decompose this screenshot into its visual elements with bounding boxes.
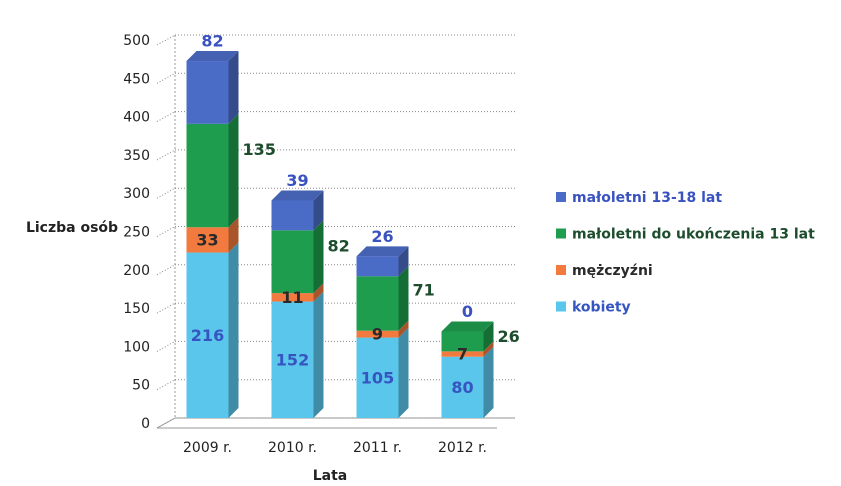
bar-side bbox=[228, 242, 239, 418]
bar-side bbox=[313, 190, 324, 231]
bar-side bbox=[483, 321, 494, 352]
bar-segment bbox=[271, 230, 314, 294]
data-label: 9 bbox=[372, 325, 383, 344]
data-label: 7 bbox=[457, 345, 468, 364]
data-label: 39 bbox=[286, 171, 308, 190]
bar-side bbox=[313, 283, 324, 302]
bar-segment bbox=[186, 227, 229, 253]
grid-tick bbox=[156, 34, 176, 46]
y-tick-label: 200 bbox=[123, 263, 150, 279]
bar-segment bbox=[356, 330, 399, 338]
y-tick-label: 150 bbox=[123, 301, 150, 317]
bar-top bbox=[186, 51, 239, 62]
bar-side bbox=[398, 246, 409, 277]
grid-tick bbox=[156, 226, 176, 237]
x-tick-label: 2012 r. bbox=[438, 440, 487, 456]
bar-side bbox=[313, 220, 324, 294]
data-label: 135 bbox=[243, 140, 276, 159]
legend-label: kobiety bbox=[572, 300, 631, 316]
y-tick-label: 500 bbox=[123, 33, 150, 49]
bar-segment bbox=[186, 123, 229, 228]
bar-segment bbox=[441, 356, 484, 418]
bar-side bbox=[398, 266, 409, 331]
data-label: 216 bbox=[191, 326, 224, 345]
bar-segment bbox=[441, 351, 484, 357]
bar-segment bbox=[356, 256, 399, 277]
bar-segment bbox=[441, 331, 484, 352]
data-label: 33 bbox=[196, 230, 218, 249]
data-label: 82 bbox=[201, 32, 223, 51]
data-label: 80 bbox=[451, 378, 473, 397]
grid-tick bbox=[156, 111, 176, 123]
data-label: 26 bbox=[371, 227, 393, 246]
legend-label: mężczyźni bbox=[572, 263, 653, 279]
bar-segment bbox=[271, 293, 314, 302]
legend-label: małoletni 13-18 lat bbox=[572, 190, 722, 206]
y-tick-label: 400 bbox=[123, 110, 150, 126]
data-label: 105 bbox=[361, 368, 394, 387]
y-tick-label: 450 bbox=[123, 71, 150, 87]
bar-side bbox=[228, 217, 239, 253]
y-tick-label: 0 bbox=[141, 416, 150, 432]
data-label: 71 bbox=[413, 280, 435, 299]
bar-side bbox=[398, 327, 409, 418]
x-tick-label: 2009 r. bbox=[183, 440, 232, 456]
grid-tick bbox=[156, 417, 176, 429]
grid-tick bbox=[156, 72, 176, 84]
grid-tick bbox=[156, 149, 176, 161]
bar-segment bbox=[356, 276, 399, 331]
y-tick-label: 100 bbox=[123, 339, 150, 355]
grid-tick bbox=[156, 379, 176, 391]
bar-segment bbox=[271, 200, 314, 231]
y-tick-label: 250 bbox=[123, 225, 150, 241]
legend-swatch bbox=[556, 265, 566, 275]
grid-tick bbox=[156, 340, 176, 352]
data-label: 152 bbox=[276, 350, 309, 369]
x-tick-label: 2010 r. bbox=[268, 440, 317, 456]
bar-segment bbox=[356, 337, 399, 418]
data-label: 11 bbox=[281, 288, 303, 307]
bar-top bbox=[271, 190, 324, 201]
bar-segment bbox=[186, 61, 229, 124]
bar-segment bbox=[271, 301, 314, 418]
grid-tick bbox=[156, 264, 176, 276]
bar-side bbox=[483, 341, 494, 357]
grid-tick bbox=[156, 302, 176, 314]
data-label: 82 bbox=[328, 237, 350, 256]
x-axis-label: Lata bbox=[313, 468, 348, 484]
bar-side bbox=[228, 51, 239, 124]
y-axis-label: Liczba osób bbox=[26, 220, 118, 236]
y-tick-label: 300 bbox=[123, 186, 150, 202]
legend-swatch bbox=[556, 192, 566, 202]
bar-top bbox=[356, 246, 409, 257]
y-tick-label: 350 bbox=[123, 148, 150, 164]
grid-tick bbox=[156, 187, 176, 199]
bar-top bbox=[441, 321, 494, 332]
legend-swatch bbox=[556, 301, 566, 312]
x-tick-label: 2011 r. bbox=[353, 440, 402, 456]
legend-label: małoletni do ukończenia 13 lat bbox=[572, 227, 815, 243]
legend-swatch bbox=[556, 228, 566, 239]
data-label: 26 bbox=[498, 327, 520, 346]
data-label: 0 bbox=[462, 302, 473, 321]
y-tick-label: 50 bbox=[132, 378, 150, 394]
bar-side bbox=[398, 320, 409, 338]
bar-segment bbox=[186, 252, 229, 418]
bar-side bbox=[313, 291, 324, 418]
bar-side bbox=[228, 113, 239, 228]
bar-side bbox=[483, 346, 494, 418]
